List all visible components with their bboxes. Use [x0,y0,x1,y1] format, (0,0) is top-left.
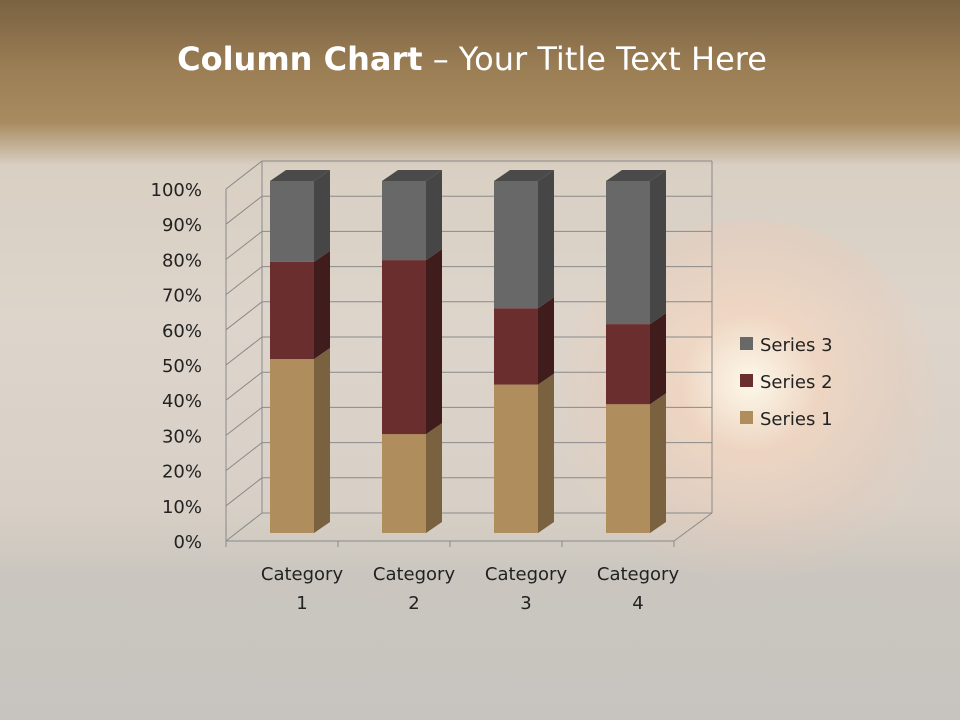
y-tick-label: 0% [173,532,202,553]
y-tick-label: 30% [162,426,202,447]
x-category-label: 2 [408,593,419,614]
gridline [225,371,712,401]
gridline [225,266,712,295]
bar-front-series-1 [270,359,314,533]
x-category-label: Category [597,564,680,585]
title-rest: – Your Title Text Here [422,40,767,78]
bar-front-series-3 [494,181,538,309]
bar-side [538,297,554,385]
y-tick-label: 100% [151,180,202,201]
gridline [225,301,712,331]
bar-side [650,313,666,405]
legend-swatch [740,374,753,387]
bar-side [314,250,330,360]
y-tick-label: 50% [162,356,202,377]
bar-front-series-3 [606,181,650,325]
bar-top [494,170,554,181]
bar-front-series-1 [494,384,538,533]
bar-front-series-3 [382,181,426,261]
x-category-label: 3 [520,593,531,614]
y-tick-label: 10% [162,497,202,518]
gridline [225,160,712,190]
bar-side [538,170,554,309]
bar-side [538,373,554,533]
legend-swatch [740,337,753,350]
y-tick-label: 60% [162,321,202,342]
legend-swatch [740,411,753,424]
bar-side [650,393,666,533]
legend-label: Series 1 [760,409,833,430]
y-tick-label: 20% [162,462,202,483]
bar-side [426,249,442,435]
bar-side [426,423,442,533]
legend-label: Series 3 [760,335,833,356]
y-tick-label: 80% [162,250,202,271]
legend-label: Series 2 [760,372,833,393]
gridline [225,442,712,471]
x-category-label: Category [485,564,568,585]
slide-title: Column Chart – Your Title Text Here [0,40,944,78]
y-tick-label: 90% [162,215,202,236]
y-tick-label: 40% [162,391,202,412]
bar-front-series-2 [494,308,538,385]
bar-front-series-3 [270,181,314,262]
bar-front-series-1 [606,404,650,533]
bar-top [270,170,330,181]
x-category-label: Category [373,564,456,585]
bar-side [314,170,330,262]
bar-side [314,348,330,533]
gridline [225,512,712,542]
gridline [225,336,712,366]
bar-front-series-2 [270,261,314,360]
floor-right-edge [673,512,713,542]
y-tick-label: 70% [162,286,202,307]
gridline [225,195,712,225]
gridline [225,406,712,436]
bar-front-series-2 [382,260,426,435]
title-bold: Column Chart [177,40,423,78]
x-category-label: 1 [296,593,307,614]
bar-top [606,170,666,181]
x-category-label: Category [261,564,344,585]
x-category-label: 4 [632,593,643,614]
gridline [225,477,712,507]
bar-side [426,170,442,261]
gridline [225,230,712,260]
bar-side [650,170,666,325]
bar-top [382,170,442,181]
bar-front-series-2 [606,324,650,405]
bar-front-series-1 [382,434,426,533]
